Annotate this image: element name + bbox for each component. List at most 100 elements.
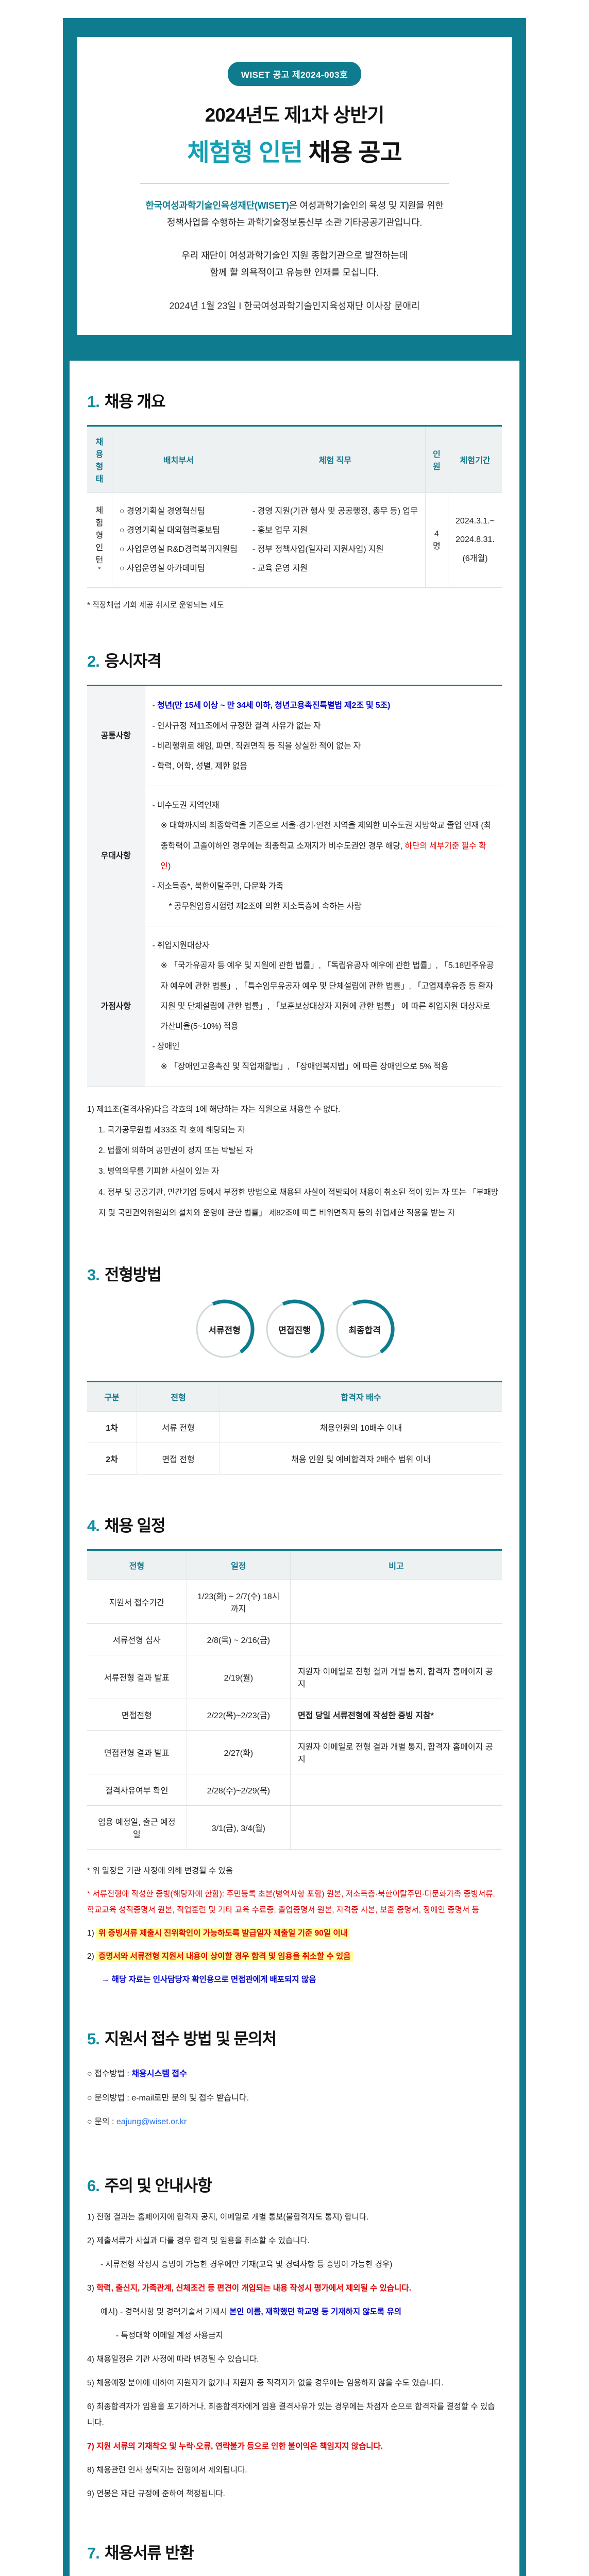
preference-item: - 저소득층*, 북한이탈주민, 다문화 가족 xyxy=(152,882,284,891)
section-5-title: 지원서 접수 방법 및 문의처 xyxy=(104,2030,277,2048)
stage-name: 면접전형 결과 발표 xyxy=(87,1730,187,1775)
section-6-heading: 6. 주의 및 안내사항 xyxy=(87,2173,502,2196)
schedule-row: 서류전형 결과 발표 2/19(월) 지원자 이메일로 전형 결과 개별 통지,… xyxy=(87,1655,502,1700)
section-2-title: 응시자격 xyxy=(104,652,162,671)
stage-date: 3/1(금), 3/4(월) xyxy=(186,1805,291,1850)
round-1: 1차 xyxy=(87,1411,137,1444)
apply-method-line: ○ 접수방법 : 채용시스템 접수 xyxy=(87,2070,187,2079)
dept-item: ○ 경영기획실 대외협력홍보팀 xyxy=(119,526,221,535)
disqualification-intro: 1) 제11조(결격사유)다음 각호의 1에 해당하는 자는 직원으로 채용할 … xyxy=(87,1105,341,1114)
period-line: 2024.8.31. xyxy=(456,535,495,545)
overview-header-row: 채용형태 배치부서 체험 직무 인원 체험기간 xyxy=(87,426,502,494)
inquiry-method-line: ○ 문의방법 : e-mail로만 문의 및 접수 받습니다. xyxy=(87,2093,249,2103)
stage-date: 1/23(화) ~ 2/7(수) 18시까지 xyxy=(186,1580,291,1624)
mismatch-cancel-note: 2) 증명서와 서류전형 지원서 내용이 상이할 경우 합격 및 임용을 취소할… xyxy=(87,1948,502,1964)
col-date: 일정 xyxy=(186,1550,291,1581)
duty-item: - 홍보 업무 지원 xyxy=(252,526,308,535)
row-label-common: 공통사항 xyxy=(87,685,145,787)
bias-warning: 학력, 출신지, 가족관계, 신체조건 등 편견이 개입되는 내용 작성시 평가… xyxy=(96,2283,411,2293)
section-2-number: 2. xyxy=(87,652,100,671)
stage-name: 결격사유여부 확인 xyxy=(87,1774,187,1806)
step-circle-icon xyxy=(265,1299,324,1359)
notice-list: 1) 전형 결과는 홈페이지에 합격자 공지, 이메일로 개별 통보(불합격자도… xyxy=(87,2209,502,2502)
recruitment-system-link[interactable]: 채용시스템 접수 xyxy=(131,2070,187,2079)
page-title-line2: 체험형 인턴 채용 공고 xyxy=(93,132,496,168)
contact-email-link[interactable]: eajung@wiset.or.kr xyxy=(116,2117,187,2127)
section-7-title: 채용서류 반환 xyxy=(104,2544,194,2562)
section-5-number: 5. xyxy=(87,2030,100,2048)
intro-paragraph-1: 한국여성과학기술인육성재단(WISET)은 여성과학기술인의 육성 및 지원을 … xyxy=(93,197,496,232)
dept-item: ○ 사업운영실 R&D경력복귀지원팀 xyxy=(119,545,238,554)
dept-item: ○ 사업운영실 아카데미팀 xyxy=(119,564,205,573)
preference-note: ※ 대학까지의 최종학력을 기준으로 서울·경기·인천 지역을 제외한 비수도권… xyxy=(160,821,492,871)
step-circle-icon xyxy=(335,1299,394,1359)
section-4-number: 4. xyxy=(87,1517,100,1535)
section-6-number: 6. xyxy=(87,2176,100,2195)
schedule-row: 서류전형 심사 2/8(목) ~ 2/16(금) xyxy=(87,1623,502,1656)
overview-footnote: * 직장체험 기회 제공 취지로 운영되는 제도 xyxy=(87,601,224,610)
disqualification-item: 4. 정부 및 공공기관, 민간기업 등에서 부정한 방법으로 채용된 사실이 … xyxy=(98,1188,499,1218)
page-frame: WISET 공고 제2024-003호 2024년도 제1차 상반기 체험형 인… xyxy=(63,18,526,2576)
cell-employment-type: 체험형 인턴* xyxy=(87,493,112,588)
step-circle-icon xyxy=(195,1299,254,1359)
stage-date: 2/27(화) xyxy=(186,1730,291,1775)
round-2: 2차 xyxy=(87,1443,137,1475)
col-round: 구분 xyxy=(87,1381,137,1412)
cell-period: 2024.3.1.~ 2024.8.31. (6개월) xyxy=(447,493,502,588)
period-line: 2024.3.1.~ xyxy=(455,516,495,526)
announcement-date: 2024년 1월 23일 Ⅰ 한국여성과학기술인지육성재단 이사장 문애리 xyxy=(169,301,420,312)
schedule-table: 전형 일정 비고 지원서 접수기간 1/23(화) ~ 2/7(수) 18시까지… xyxy=(87,1549,502,1850)
header-card: WISET 공고 제2024-003호 2024년도 제1차 상반기 체험형 인… xyxy=(77,37,512,335)
stage-date: 2/28(수)~2/29(목) xyxy=(186,1774,291,1806)
notice-number-badge: WISET 공고 제2024-003호 xyxy=(227,62,362,86)
schedule-header-row: 전형 일정 비고 xyxy=(87,1550,502,1581)
section-notices: 6. 주의 및 안내사항 1) 전형 결과는 홈페이지에 합격자 공지, 이메일로… xyxy=(87,2173,502,2502)
type-asterisk: * xyxy=(98,565,101,573)
bonus-note: ※ 「국가유공자 등 예우 및 지원에 관한 법률」, 「독립유공자 예우에 관… xyxy=(160,961,494,1031)
notice-subitem: - 특정대학 이메일 계정 사용금지 xyxy=(116,2331,223,2340)
overview-data-row: 체험형 인턴* ○ 경영기획실 경영혁신팀 ○ 경영기획실 대외협력홍보팀 ○ … xyxy=(87,493,502,588)
section-schedule: 4. 채용 일정 전형 일정 비고 지원서 접수기간 1/23(화) ~ 2/7(… xyxy=(87,1513,502,1988)
col-stage: 전형 xyxy=(137,1381,220,1412)
blind-hiring-note: 본인 이름, 재학했던 학교명 등 기재하지 않도록 유의 xyxy=(229,2307,401,2316)
stage-2: 면접 전형 xyxy=(137,1443,220,1475)
step-document-screening: 서류전형 xyxy=(194,1298,256,1360)
notice-subitem-example: 예시) - 경력사항 및 경력기술서 기재시 본인 이름, 재학했던 학교명 등… xyxy=(100,2307,401,2316)
notice-item: 8) 채용관련 인사 청탁자는 전형에서 제외됩니다. xyxy=(87,2465,247,2475)
stage-date: 2/8(목) ~ 2/16(금) xyxy=(186,1623,291,1656)
section-2-heading: 2. 응시자격 xyxy=(87,648,502,671)
stage-remark xyxy=(290,1623,502,1656)
col-stage: 전형 xyxy=(87,1550,187,1581)
intro-paragraph-2: 우리 재단이 여성과학기술인 지원 종합기관으로 발전하는데 함께 할 의욕적이… xyxy=(93,247,496,282)
section-7-number: 7. xyxy=(87,2544,100,2562)
col-period: 체험기간 xyxy=(447,426,502,494)
stage-1: 서류 전형 xyxy=(137,1411,220,1444)
notice-subitem: - 서류전형 작성시 증빙이 가능한 경우에만 기재(교육 및 경력사항 등 증… xyxy=(100,2260,393,2269)
duty-item: - 교육 운영 지원 xyxy=(252,564,308,573)
stage-remark xyxy=(290,1805,502,1850)
main-card: 1. 채용 개요 채용형태 배치부서 체험 직무 인원 체험기간 체험형 인턴* … xyxy=(70,361,519,2576)
col-remark: 비고 xyxy=(290,1550,502,1581)
notice-item: 9) 연봉은 재단 규정에 준하여 책정됩니다. xyxy=(87,2489,225,2498)
intro-2-line1: 우리 재단이 여성과학기술인 지원 종합기관으로 발전하는데 xyxy=(181,250,408,261)
requirement-item: - 인사규정 제11조에서 규정한 결격 사유가 없는 자 xyxy=(152,721,321,731)
selection-steps: 서류전형 면접진행 최종합격 xyxy=(87,1298,502,1360)
cell-headcount: 4명 xyxy=(425,493,448,588)
preference-item: - 비수도권 지역인재 xyxy=(152,801,220,810)
stage-remark: 지원자 이메일로 전형 결과 개별 통지, 합격자 홈페이지 공지 xyxy=(290,1655,502,1700)
overview-table: 채용형태 배치부서 체험 직무 인원 체험기간 체험형 인턴* ○ 경영기획실 … xyxy=(87,425,502,588)
dept-item: ○ 경영기획실 경영혁신팀 xyxy=(119,507,205,516)
col-employment-type: 채용형태 xyxy=(87,426,112,494)
section-5-heading: 5. 지원서 접수 방법 및 문의처 xyxy=(87,2026,502,2049)
youth-requirement: 청년(만 15세 이상 ~ 만 34세 이하, 청년고용촉진특별법 제2조 및 … xyxy=(157,701,391,710)
col-pass-multiple: 합격자 배수 xyxy=(220,1381,502,1412)
notice-item: 1) 전형 결과는 홈페이지에 합격자 공지, 이메일로 개별 통보(불합격자도… xyxy=(87,2212,369,2222)
bonus-items: - 취업지원대상자 ※ 「국가유공자 등 예우 및 지원에 관한 법률」, 「독… xyxy=(144,926,502,1087)
row-label-preference: 우대사항 xyxy=(87,786,145,927)
section-4-title: 채용 일정 xyxy=(104,1517,166,1535)
page-title-rest: 채용 공고 xyxy=(302,139,402,166)
col-duty: 체험 직무 xyxy=(244,426,426,494)
common-requirements-row: 공통사항 - 청년(만 15세 이상 ~ 만 34세 이하, 청년고용촉진특별법… xyxy=(87,685,502,787)
preference-row: 우대사항 - 비수도권 지역인재 ※ 대학까지의 최종학력을 기준으로 서울·경… xyxy=(87,786,502,927)
period-line: (6개월) xyxy=(462,554,488,564)
